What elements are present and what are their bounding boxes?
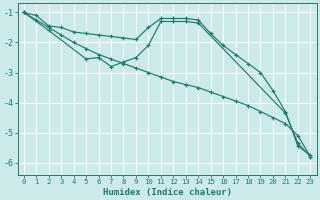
X-axis label: Humidex (Indice chaleur): Humidex (Indice chaleur) — [103, 188, 232, 197]
